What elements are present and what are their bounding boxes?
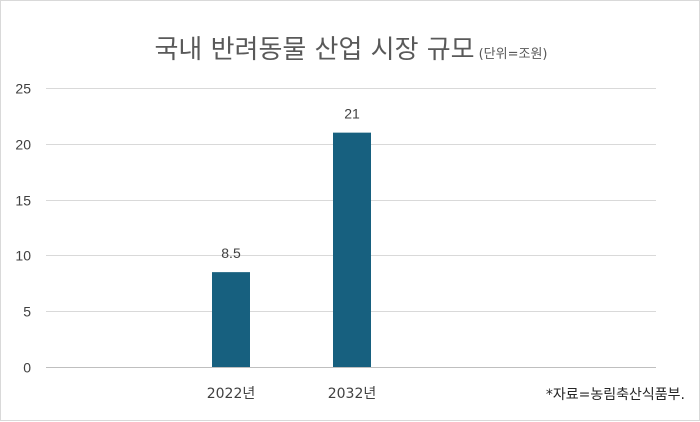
bar [212,272,250,367]
chart-subtitle: (단위=조원) [478,47,548,62]
x-tick-label: 2032년 [328,386,377,402]
y-tick-label: 15 [15,193,31,209]
data-label: 8.5 [221,245,241,261]
data-label: 21 [344,106,360,122]
y-tick-label: 20 [15,137,31,153]
y-tick-label: 25 [15,81,31,97]
y-tick-label: 0 [23,360,31,376]
source-note: *자료=농림축산식품부. [545,387,685,403]
y-tick-label: 10 [15,248,31,264]
x-tick-label: 2022년 [207,386,256,402]
y-tick-label: 5 [23,304,31,320]
chart-title: 국내 반려동물 산업 시장 규모 [154,35,475,65]
bar [333,132,371,367]
chart-title-block: 국내 반려동물 산업 시장 규모 (단위=조원) [1,29,700,66]
